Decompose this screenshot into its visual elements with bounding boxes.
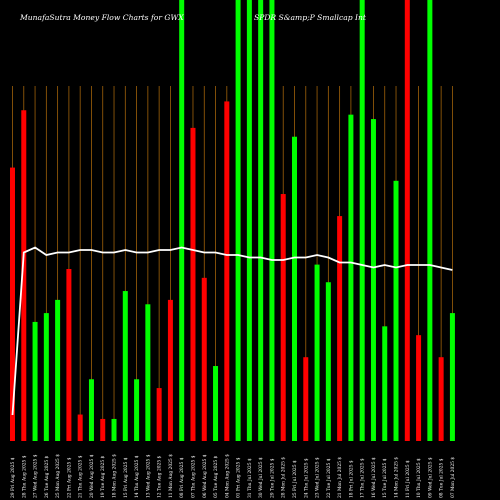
x-tick-labels: 29 Fri Aug 2025 $ 28 Thu Aug 2025 $ 27 Wed… — [11, 454, 456, 498]
bar — [134, 379, 140, 441]
x-tick-label: 13 Wed Aug 2025 $ — [146, 454, 151, 498]
x-tick-label: 07 Thu Aug 2025 $ — [191, 455, 196, 498]
x-tick-label: 07 Mon Jul 2025 $ — [451, 457, 456, 498]
money-flow-line — [11, 246, 453, 416]
bar — [404, 0, 410, 441]
bar — [280, 194, 286, 441]
bar — [77, 414, 83, 441]
bar — [179, 0, 185, 441]
line-layer — [11, 246, 453, 416]
x-tick-label: 31 Thu Jul 2025 $ — [248, 458, 253, 498]
x-tick-label: 04 Mon Aug 2025 $ — [225, 454, 230, 498]
bar — [122, 291, 128, 441]
bar — [325, 282, 331, 441]
bar — [246, 0, 252, 441]
x-tick-label: 20 Wed Aug 2025 $ — [90, 454, 95, 498]
x-tick-label: 28 Mon Jul 2025 $ — [282, 457, 287, 498]
x-tick-label: 29 Tue Jul 2025 $ — [270, 458, 275, 498]
bar — [337, 216, 343, 441]
bar — [10, 167, 15, 441]
x-tick-label: 15 Fri Aug 2025 $ — [124, 457, 129, 498]
bar — [32, 321, 38, 441]
x-tick-label: 16 Wed Jul 2025 $ — [372, 457, 377, 498]
x-tick-label: 22 Fri Aug 2025 $ — [67, 457, 72, 498]
bar — [66, 269, 72, 441]
x-tick-label: 24 Thu Jul 2025 $ — [304, 458, 309, 498]
bar — [314, 264, 320, 441]
x-tick-label: 18 Fri Jul 2025 $ — [349, 460, 354, 498]
bar — [201, 277, 207, 441]
x-tick-label: 15 Tue Jul 2025 $ — [383, 458, 388, 498]
bar — [190, 127, 196, 441]
bar — [21, 110, 27, 441]
bar — [224, 101, 230, 442]
x-tick-label: 28 Thu Aug 2025 $ — [22, 455, 27, 498]
chart-title: MunafaSutra Money Flow Charts for GWX — [19, 13, 184, 22]
x-tick-label: 23 Wed Jul 2025 $ — [316, 457, 321, 498]
bar — [449, 313, 455, 441]
x-tick-label: 30 Wed Jul 2025 $ — [259, 457, 264, 498]
x-tick-label: 25 Mon Aug 2025 $ — [56, 454, 61, 498]
chart-subtitle: SPDR S&amp;P Smallcap Int — [254, 13, 367, 22]
bar — [348, 114, 354, 441]
x-tick-label: 01 Fri Aug 2025 $ — [237, 457, 242, 498]
x-tick-label: 29 Fri Aug 2025 $ — [11, 457, 16, 498]
bar — [438, 357, 444, 441]
x-tick-label: 27 Wed Aug 2025 $ — [34, 454, 39, 498]
x-tick-label: 14 Mon Jul 2025 $ — [395, 457, 400, 498]
bar — [156, 388, 162, 441]
x-tick-label: 19 Tue Aug 2025 $ — [101, 455, 106, 498]
bar — [269, 0, 275, 441]
x-tick-label: 14 Thu Aug 2025 $ — [135, 455, 140, 498]
bar — [111, 418, 117, 441]
bar — [55, 299, 61, 441]
bar — [292, 136, 297, 441]
bar-layer — [10, 0, 455, 442]
x-tick-label: 26 Tue Aug 2025 $ — [45, 455, 50, 498]
bar — [145, 304, 151, 441]
x-tick-label: 08 Fri Aug 2025 $ — [180, 457, 185, 498]
x-tick-label: 06 Wed Aug 2025 $ — [203, 454, 208, 498]
bar — [88, 379, 94, 441]
bar — [43, 313, 49, 441]
bar — [382, 326, 388, 441]
bar — [303, 357, 309, 441]
x-tick-label: 10 Thu Jul 2025 $ — [417, 458, 422, 498]
bar — [167, 299, 173, 441]
x-tick-label: 05 Tue Aug 2025 $ — [214, 455, 219, 498]
x-tick-label: 18 Mon Aug 2025 $ — [113, 454, 118, 498]
bar — [393, 180, 399, 441]
x-tick-label: 21 Mon Jul 2025 $ — [338, 457, 343, 498]
bar — [359, 0, 365, 441]
bar — [213, 366, 219, 441]
bar — [235, 0, 241, 441]
x-tick-label: 17 Thu Jul 2025 $ — [361, 458, 366, 498]
x-tick-label: 22 Tue Jul 2025 $ — [327, 458, 332, 498]
bar — [258, 0, 264, 441]
x-tick-label: 12 Tue Aug 2025 $ — [158, 455, 163, 498]
x-tick-label: 11 Mon Aug 2025 $ — [169, 454, 174, 498]
bar — [427, 0, 433, 441]
x-tick-label: 08 Tue Jul 2025 $ — [440, 458, 445, 498]
bar — [370, 119, 376, 441]
x-tick-label: 21 Thu Aug 2025 $ — [79, 455, 84, 498]
bar — [416, 335, 422, 441]
bar — [100, 418, 106, 441]
x-tick-label: 09 Wed Jul 2025 $ — [428, 457, 433, 498]
x-tick-label: 25 Fri Jul 2025 $ — [293, 460, 298, 498]
x-tick-label: 11 Fri Jul 2025 $ — [406, 460, 411, 498]
